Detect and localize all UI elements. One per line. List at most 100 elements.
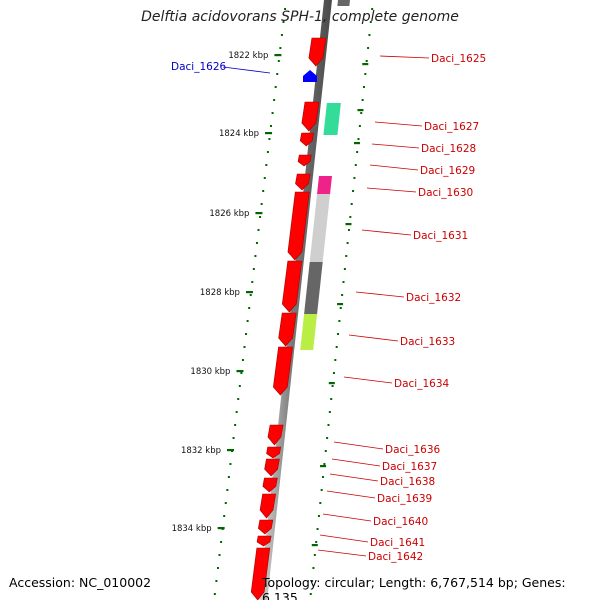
dot-right xyxy=(332,372,335,374)
dot-right xyxy=(313,554,316,556)
dot-right xyxy=(353,177,356,179)
dot-left xyxy=(270,125,272,127)
gene-label: Daci_1632 xyxy=(406,292,461,304)
scale-label: 1832 kbp xyxy=(181,446,221,456)
dot-right xyxy=(364,73,367,75)
dot-right xyxy=(317,515,320,517)
gene-label: Daci_1638 xyxy=(380,476,435,488)
dot-left xyxy=(216,567,219,569)
dot-right xyxy=(369,21,372,23)
minor-tick xyxy=(337,303,344,306)
gene-label: Daci_1637 xyxy=(382,461,437,473)
topology-text: Topology: circular; Length: 6,767,514 bp… xyxy=(262,575,566,600)
dot-right xyxy=(330,398,333,400)
feature-block-darkgray xyxy=(304,262,323,314)
scale-tick xyxy=(255,212,263,215)
gene-arrow xyxy=(264,458,280,477)
label-leader-lines xyxy=(222,55,430,557)
dot-right xyxy=(334,359,337,361)
dot-left xyxy=(240,372,243,374)
gene-label: Daci_1629 xyxy=(420,165,475,177)
dot-left xyxy=(237,398,240,400)
dot-right xyxy=(311,580,314,582)
dot-right xyxy=(322,476,325,478)
gene-labels: Daci_1625 Daci_1626 Daci_1627 Daci_1628 Daci… xyxy=(171,53,486,563)
minor-tick xyxy=(362,63,369,66)
gene-arrow-reverse xyxy=(303,70,317,82)
scale-ticks xyxy=(217,54,369,547)
scale-tick xyxy=(265,132,273,135)
dot-left xyxy=(223,515,226,517)
dot-left xyxy=(227,476,230,478)
dot-left xyxy=(213,593,216,595)
gene-label: Daci_1630 xyxy=(418,187,473,199)
dot-right xyxy=(324,450,327,452)
gene-arrow xyxy=(308,37,327,67)
leader-line xyxy=(374,121,423,127)
dot-left xyxy=(252,268,255,270)
gene-arrow xyxy=(266,446,282,459)
dot-left xyxy=(259,216,262,218)
scale-label: 1826 kbp xyxy=(209,209,249,219)
leader-line xyxy=(333,441,384,450)
dot-right xyxy=(312,567,315,569)
gene-track xyxy=(250,37,327,600)
dot-left xyxy=(229,463,232,465)
dot-right xyxy=(362,86,365,88)
gene-label: Daci_1633 xyxy=(400,336,455,348)
scale-label: 1834 kbp xyxy=(172,524,212,534)
leader-line xyxy=(379,55,430,59)
gene-label: Daci_1631 xyxy=(413,230,468,242)
gene-arrow xyxy=(256,535,272,547)
dot-right xyxy=(339,307,342,309)
dot-left xyxy=(249,294,252,296)
dot-right xyxy=(335,346,338,348)
dot-left xyxy=(265,164,268,166)
dot-right xyxy=(342,281,345,283)
dot-left xyxy=(271,112,274,114)
dot-left xyxy=(257,229,260,231)
dot-left xyxy=(284,8,287,10)
dot-right xyxy=(326,437,329,439)
leader-line xyxy=(326,490,376,499)
leader-line xyxy=(348,334,399,342)
dot-left xyxy=(260,203,263,205)
dot-left xyxy=(218,554,221,556)
leader-line xyxy=(369,164,419,171)
dot-left xyxy=(234,424,237,426)
dot-right xyxy=(350,203,353,205)
leader-line xyxy=(331,458,381,467)
dot-right xyxy=(349,216,352,218)
dot-left xyxy=(280,34,283,36)
leader-line xyxy=(329,473,379,482)
leader-line xyxy=(317,549,367,557)
minor-tick xyxy=(320,465,327,468)
gene-label: Daci_1634 xyxy=(394,378,450,390)
feature-block-green xyxy=(323,103,341,135)
gene-label: Daci_1625 xyxy=(431,53,486,65)
gene-label: Daci_1626 xyxy=(171,61,227,73)
gene-arrow xyxy=(267,424,284,446)
scale-label: 1824 kbp xyxy=(219,129,259,139)
gene-arrow xyxy=(281,260,303,313)
gene-label: Daci_1636 xyxy=(385,444,441,456)
dot-left xyxy=(276,73,279,75)
dot-left xyxy=(248,307,251,309)
dot-right xyxy=(352,190,355,192)
dot-right xyxy=(358,125,361,127)
gene-label: Daci_1628 xyxy=(421,143,476,155)
scale-labels: 1822 kbp 1824 kbp 1826 kbp 1828 kbp 1830 kbp… xyxy=(172,51,269,534)
dot-right xyxy=(320,489,323,491)
map-title: Delftia acidovorans SPH-1, complete geno… xyxy=(141,9,459,25)
dot-left xyxy=(268,138,271,140)
leader-line xyxy=(355,291,405,298)
minor-tick xyxy=(328,382,335,385)
gene-arrow xyxy=(259,493,277,519)
feature-block-magenta xyxy=(317,176,332,194)
dot-left xyxy=(235,411,238,413)
dot-left xyxy=(273,99,276,101)
dot-left xyxy=(263,177,266,179)
scale-tick xyxy=(274,54,282,57)
scale-tick xyxy=(217,527,225,530)
